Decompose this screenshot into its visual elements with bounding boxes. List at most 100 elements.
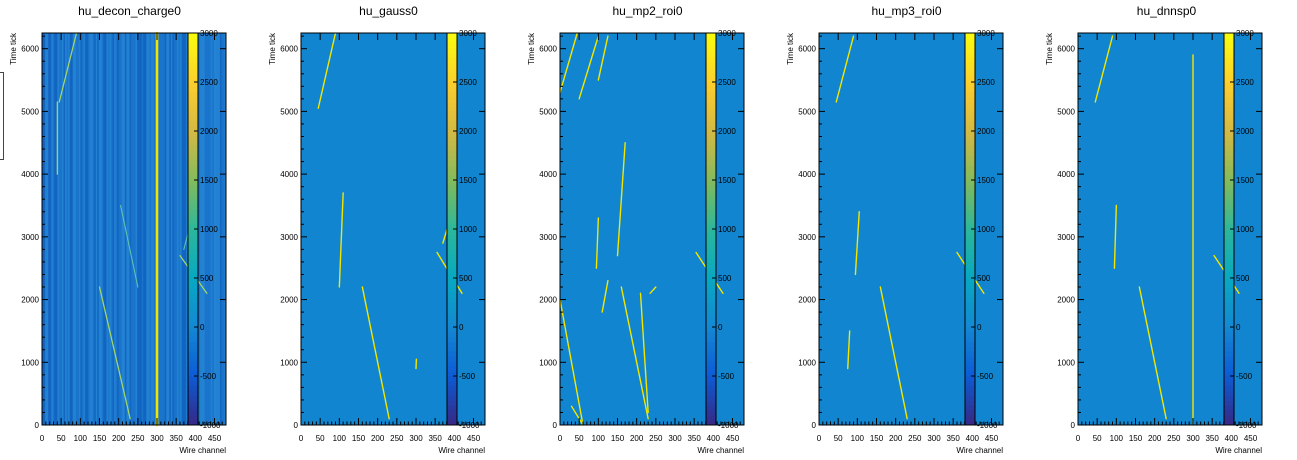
palette-cell: [706, 258, 716, 264]
palette-tick-label: -500: [977, 372, 994, 381]
panel-title: hu_decon_charge0: [78, 4, 181, 18]
palette-cell: [1224, 91, 1234, 98]
palette-cell: [1224, 336, 1234, 343]
palette-cell: [706, 82, 716, 88]
x-tick-label: 400: [1225, 434, 1239, 443]
palette-cell: [706, 77, 716, 83]
palette-cell: [706, 165, 716, 171]
palette-cell: [447, 415, 457, 421]
palette-cell: [965, 91, 975, 98]
noise-stripe: [91, 33, 93, 425]
palette-tick-label: 500: [718, 274, 732, 283]
palette-cell: [188, 204, 198, 210]
palette-cell: [1224, 297, 1234, 303]
palette-cell: [188, 317, 198, 323]
noise-stripe: [107, 33, 110, 425]
palette-cell: [1224, 194, 1234, 200]
palette-cell: [965, 82, 975, 88]
palette-cell: [188, 155, 198, 161]
palette-cell: [1224, 410, 1234, 416]
side-tab[interactable]: [0, 72, 4, 160]
x-axis-label: Wire channel: [438, 446, 485, 455]
palette-cell: [188, 37, 198, 44]
palette-cell: [1224, 376, 1234, 382]
noise-stripe: [137, 33, 139, 425]
palette-cell: [706, 57, 716, 63]
palette-tick-label: -500: [1236, 372, 1253, 381]
palette-cell: [1224, 77, 1234, 83]
palette-cell: [1224, 67, 1234, 73]
palette-tick-label: -500: [459, 372, 476, 381]
palette-tick-label: -500: [200, 372, 217, 381]
palette-cell: [188, 258, 198, 264]
palette-cell: [1224, 101, 1234, 107]
palette-cell: [706, 341, 716, 347]
palette-cell: [706, 243, 716, 249]
y-tick-label: 1000: [798, 358, 816, 367]
palette-cell: [706, 351, 716, 357]
noise-stripe: [106, 33, 109, 425]
track-line: [559, 32, 578, 94]
y-tick-label: 4000: [798, 170, 816, 179]
palette-cell: [1224, 287, 1234, 294]
palette-cell: [447, 175, 457, 181]
noise-stripe: [147, 33, 150, 425]
x-tick-label: 50: [57, 434, 66, 443]
noise-stripe: [160, 33, 162, 425]
noise-stripe: [84, 33, 87, 425]
palette-cell: [965, 233, 975, 240]
palette-cell: [188, 219, 198, 225]
palette-cell: [706, 376, 716, 382]
y-tick-label: 0: [294, 421, 299, 430]
palette-cell: [447, 331, 457, 338]
x-tick-label: 150: [611, 434, 625, 443]
noise-stripe: [74, 33, 77, 425]
palette-cell: [965, 307, 975, 313]
palette-tick-label: 2500: [977, 78, 995, 87]
palette-cell: [965, 282, 975, 289]
palette-cell: [188, 331, 198, 338]
palette-tick-label: 3000: [1236, 29, 1254, 38]
palette-cell: [1224, 209, 1234, 215]
palette-cell: [447, 268, 457, 274]
noise-stripe: [183, 33, 185, 425]
y-tick-label: 6000: [21, 45, 39, 54]
palette-cell: [1224, 380, 1234, 387]
noise-stripe: [89, 33, 92, 425]
panel-mp2-roi: hu_mp2_roi0 0 50 100 150 200 250 300 350 400 450 0…: [518, 0, 777, 460]
track-line: [835, 35, 855, 103]
panel-title: hu_mp2_roi0: [612, 4, 683, 18]
noise-stripe: [69, 33, 72, 425]
track-line: [649, 286, 657, 294]
palette-cell: [1224, 317, 1234, 323]
palette-cell: [706, 189, 716, 196]
palette-cell: [1224, 140, 1234, 147]
palette-cell: [447, 278, 457, 284]
palette-cell: [965, 238, 975, 245]
palette-cell: [1224, 126, 1234, 132]
noise-stripe: [104, 33, 107, 425]
noise-stripe: [181, 33, 184, 425]
palette-cell: [188, 160, 198, 166]
palette-cell: [447, 189, 457, 196]
palette-cell: [965, 72, 975, 78]
x-tick-label: 350: [1205, 434, 1219, 443]
y-tick-label: 5000: [1057, 107, 1075, 116]
track-line: [639, 292, 649, 414]
noise-stripe: [61, 33, 64, 425]
palette-cell: [447, 327, 457, 333]
palette-cell: [706, 96, 716, 102]
palette-cell: [188, 415, 198, 421]
palette-cell: [188, 233, 198, 240]
panel-gauss: hu_gauss0 0 50 100 150 200 250 300 350 400 450 0 10…: [259, 0, 518, 460]
y-tick-label: 3000: [539, 233, 557, 242]
palette-cell: [447, 52, 457, 58]
palette-cell: [447, 86, 457, 93]
x-tick-label: 200: [889, 434, 903, 443]
palette-cell: [447, 91, 457, 98]
palette-cell: [706, 199, 716, 205]
heatmap-plot: 0 50 100 150 200 250 300 350 400 450 0 1000 2000 3000…: [9, 29, 227, 455]
palette-tick-label: 500: [1236, 274, 1250, 283]
palette-cell: [965, 297, 975, 303]
x-tick-label: 450: [1244, 434, 1258, 443]
